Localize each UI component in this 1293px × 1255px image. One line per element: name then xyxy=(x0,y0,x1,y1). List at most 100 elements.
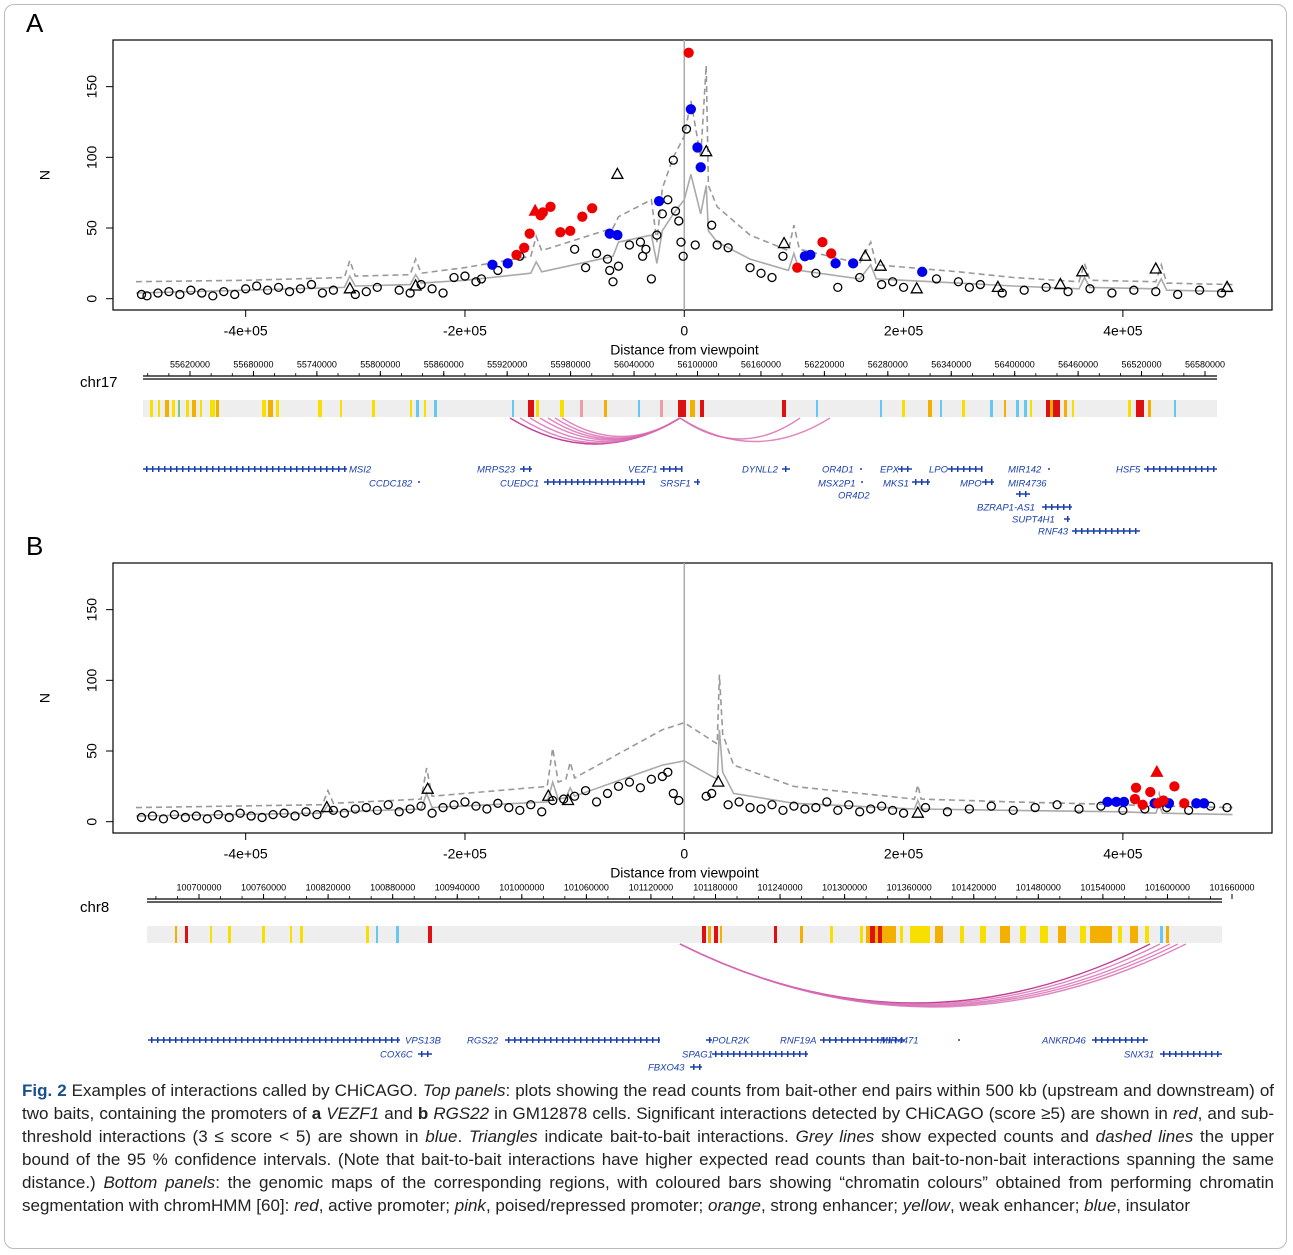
interaction-point xyxy=(142,291,152,301)
gene-exon xyxy=(1067,516,1069,522)
gene-exon xyxy=(247,1037,249,1043)
gene-label: MIR142 xyxy=(1008,465,1042,476)
gene-exon xyxy=(1019,491,1021,497)
chromatin-state xyxy=(1145,926,1149,943)
interaction-point xyxy=(613,261,624,271)
gene-exon xyxy=(859,1037,861,1043)
caption-text: : plots showing the read counts from bai… xyxy=(22,1081,1274,1123)
interaction-point xyxy=(663,767,673,777)
gene-exon xyxy=(1205,1051,1207,1057)
gene-exon xyxy=(658,1037,660,1043)
interaction-point xyxy=(1169,781,1180,792)
chromatin-state xyxy=(318,400,322,417)
chromatin-state xyxy=(512,400,514,417)
interaction-point xyxy=(328,285,339,295)
caption-text: , poised/repressed promoter; xyxy=(485,1196,708,1215)
gene-exon xyxy=(883,1037,885,1043)
chromatin-state xyxy=(1016,400,1019,417)
interaction-point xyxy=(1052,800,1062,810)
interaction-point xyxy=(792,262,803,273)
interaction-arc xyxy=(679,943,1187,1008)
interaction-point xyxy=(1085,284,1095,294)
bait-point xyxy=(1053,277,1067,290)
y-tick-label: 150 xyxy=(84,75,100,99)
gene-exon xyxy=(568,1037,570,1043)
gene-exon xyxy=(601,479,603,485)
interaction-point xyxy=(624,777,635,787)
chromatin-state xyxy=(714,926,718,943)
chromatin-state xyxy=(880,400,882,417)
gene-label: OR4D2 xyxy=(838,491,870,502)
y-tick-label: 0 xyxy=(84,295,100,303)
x-axis-label: Distance from viewpoint xyxy=(610,342,759,358)
chromatin-state xyxy=(1058,926,1066,943)
gene-label: VEZF1 xyxy=(628,465,658,476)
interaction-point xyxy=(830,258,841,269)
gene-label: ANKRD46 xyxy=(1041,1036,1087,1047)
gene-exon xyxy=(550,1037,552,1043)
upper-bound-line xyxy=(135,674,1233,809)
gene-exon xyxy=(553,479,555,485)
gene-exon xyxy=(775,1051,777,1057)
chromatin-state xyxy=(300,926,303,943)
gene-exon xyxy=(248,466,250,472)
ruler-label: 55920000 xyxy=(487,359,527,369)
ruler-label: 101120000 xyxy=(629,882,673,892)
gene-exon xyxy=(763,1051,765,1057)
gene-exon xyxy=(847,1037,849,1043)
gene-exon xyxy=(290,466,292,472)
interaction-point xyxy=(186,285,196,295)
interaction-point xyxy=(683,47,694,58)
bait-point xyxy=(320,800,334,813)
interaction-point xyxy=(180,812,191,823)
gene-exon xyxy=(337,1037,339,1043)
gene-exon xyxy=(229,1037,231,1043)
chromatin-state xyxy=(366,926,369,943)
interaction-point xyxy=(602,788,613,799)
interaction-point xyxy=(701,791,711,801)
chromosome-label: chr8 xyxy=(80,899,109,916)
x-tick-label: -4e+05 xyxy=(224,846,268,862)
chromatin-state xyxy=(560,400,564,417)
interaction-point xyxy=(383,800,393,810)
interaction-point xyxy=(519,242,530,253)
gene-exon xyxy=(278,466,280,472)
gene-exon xyxy=(739,1051,741,1057)
gene-exon xyxy=(981,466,983,472)
gene-exon xyxy=(1095,1037,1097,1043)
chromatin-state xyxy=(192,400,196,417)
chromatin-state xyxy=(700,400,704,417)
gene-exon xyxy=(188,466,190,472)
gene-label: CUEDC1 xyxy=(500,479,539,490)
chromatin-state xyxy=(1136,400,1144,417)
interaction-point xyxy=(668,788,678,799)
caption-text: the upper bound of the 95 % confidence i… xyxy=(22,1127,1275,1192)
interaction-point xyxy=(471,801,481,811)
ruler-label: 101240000 xyxy=(758,882,803,892)
gene-exon xyxy=(1211,1051,1213,1057)
chromatin-state xyxy=(1064,400,1067,417)
gene-exon xyxy=(841,1037,843,1043)
gene-exon xyxy=(1201,466,1203,472)
gene-exon xyxy=(991,479,993,485)
gene-exon xyxy=(253,1037,255,1043)
gene-label: SNX31 xyxy=(1124,1050,1154,1061)
gene-exon xyxy=(1075,528,1077,534)
interaction-point xyxy=(668,155,678,165)
gene-exon xyxy=(805,1051,807,1057)
interaction-point xyxy=(405,804,415,814)
chromatin-state xyxy=(434,400,437,417)
gene-exon xyxy=(625,479,627,485)
interaction-point xyxy=(251,281,262,291)
chromatin-state xyxy=(678,400,686,417)
gene-exon xyxy=(152,466,154,472)
chromatin-state xyxy=(210,926,212,943)
gene-exon xyxy=(520,1037,522,1043)
gene-exon xyxy=(176,466,178,472)
caption-text: Triangles xyxy=(469,1127,538,1146)
chromatin-state xyxy=(830,926,833,943)
chromatin-state xyxy=(428,926,432,943)
gene-exon xyxy=(271,1037,273,1043)
interaction-point xyxy=(580,785,591,796)
gene-exon xyxy=(326,466,328,472)
